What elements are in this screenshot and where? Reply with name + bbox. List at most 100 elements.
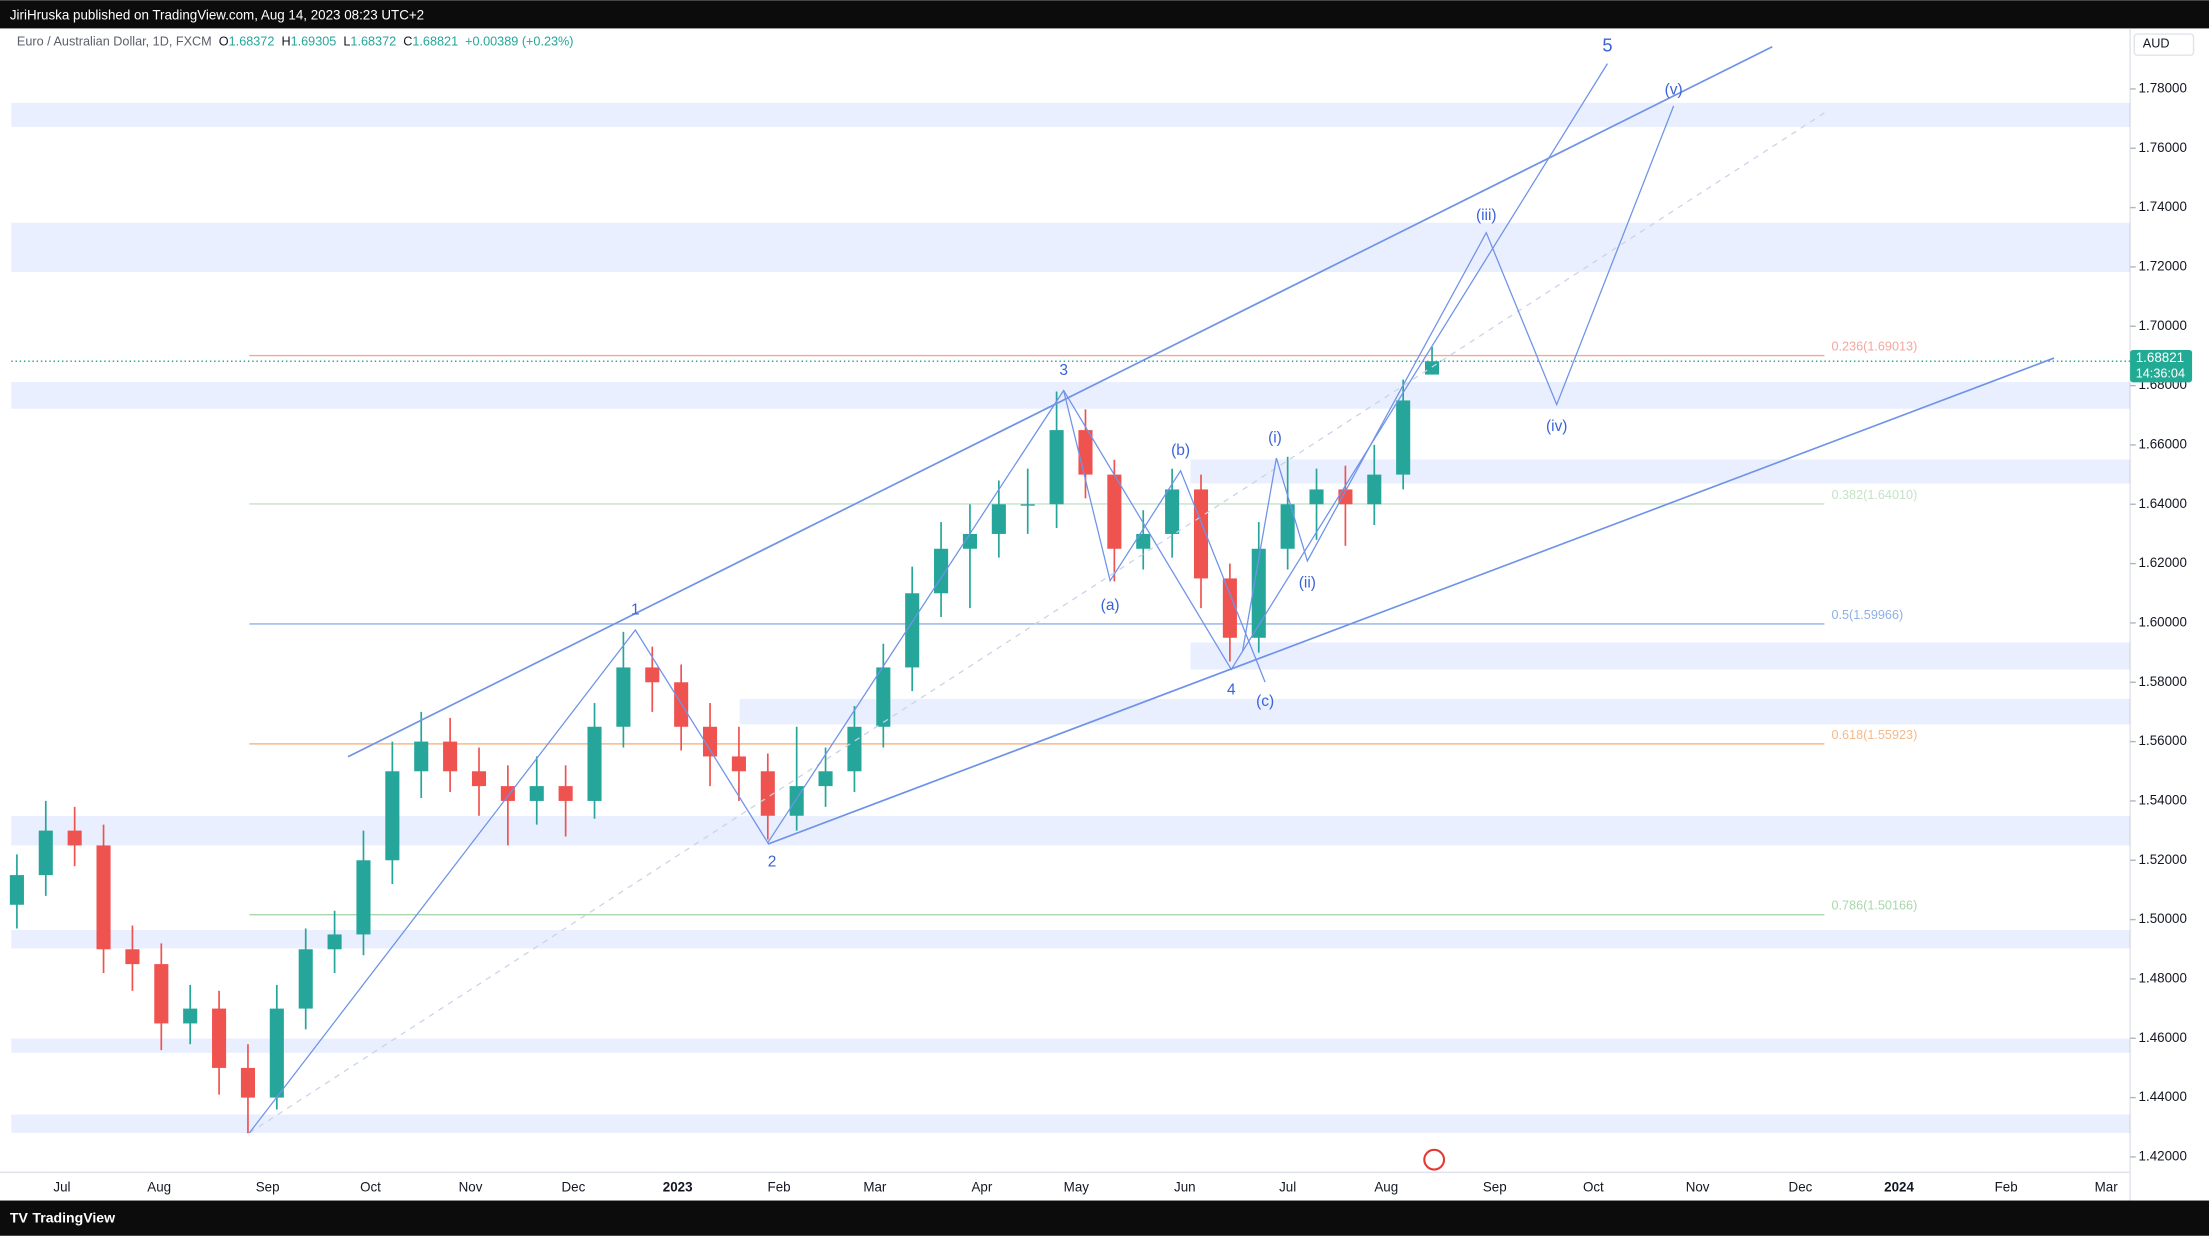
wave-label: 4 — [1227, 682, 1236, 699]
candle-body — [240, 1067, 255, 1098]
candle-body — [962, 533, 978, 549]
y-tick-label: 1.46000 — [2139, 1030, 2187, 1045]
candle-body — [298, 949, 313, 1009]
candle-body — [1367, 474, 1382, 505]
candle-body — [1107, 474, 1122, 549]
zone — [11, 1038, 2131, 1053]
candle-body — [1280, 504, 1295, 549]
plot: 1.42000 1.44000 1.46000 1.48000 1.50000 1.520… — [9, 80, 2187, 1163]
candle-body — [67, 830, 82, 846]
event-icon — [1423, 1148, 1446, 1171]
x-tick-label: Jul — [53, 1179, 70, 1194]
y-tick-label: 1.48000 — [2139, 970, 2187, 985]
y-tick-label: 1.78000 — [2139, 80, 2187, 95]
zone — [11, 1114, 2131, 1133]
candle-body — [1136, 533, 1151, 549]
wave-line — [248, 63, 1608, 1134]
x-tick-label: Jun — [1174, 1179, 1196, 1194]
y-tick-label: 1.60000 — [2139, 614, 2187, 629]
candle-body — [1396, 400, 1411, 475]
wave-label: (b) — [1171, 442, 1190, 459]
footer-brand: TradingView — [32, 1210, 115, 1226]
candle-body — [269, 1008, 284, 1098]
zone — [11, 816, 2131, 846]
fib-label: 0.5(1.59966) — [1831, 608, 1903, 622]
wave-line — [347, 45, 1773, 758]
y-tick-label: 1.62000 — [2139, 555, 2187, 570]
fib-label: 0.786(1.50166) — [1831, 899, 1917, 913]
x-tick-label: Oct — [360, 1179, 381, 1194]
wave-line — [767, 357, 2055, 845]
candle-body — [1251, 548, 1266, 638]
candle-body — [1020, 504, 1035, 506]
x-tick-label: Nov — [1686, 1179, 1710, 1194]
zone — [11, 222, 2131, 272]
y-tick-label: 1.42000 — [2139, 1148, 2187, 1163]
x-tick-label: Sep — [256, 1179, 280, 1194]
y-tick-label: 1.58000 — [2139, 674, 2187, 689]
last-price-badge — [2130, 349, 2193, 383]
logo: TV — [10, 1210, 29, 1226]
candle-body — [529, 786, 544, 801]
ohlc-key: C — [403, 35, 412, 49]
wave-label: (v) — [1665, 81, 1683, 98]
candle-body — [414, 741, 429, 772]
zone — [1190, 642, 2131, 670]
candle-body — [327, 934, 342, 950]
top-bar — [0, 0, 2209, 29]
y-tick-label: 1.64000 — [2139, 496, 2187, 511]
currency: AUD — [2143, 36, 2170, 50]
ohlc-key: O — [219, 35, 229, 49]
last-price-label: 1.68821 — [2136, 350, 2184, 365]
candle-body — [1425, 361, 1440, 375]
candle-body — [212, 1008, 227, 1068]
candle-body — [760, 771, 775, 816]
ohlc-value: 1.68372 — [229, 35, 275, 49]
ohlc-value: 1.68372 — [350, 35, 396, 49]
ohlc-value: 1.69305 — [291, 35, 337, 49]
x-tick-label: Dec — [1789, 1179, 1813, 1194]
candle-body — [1222, 578, 1237, 638]
x-tick-label: Feb — [768, 1179, 791, 1194]
wave-label: (iii) — [1476, 207, 1497, 224]
x-tick-label: Aug — [1374, 1179, 1398, 1194]
candle-body — [154, 964, 169, 1024]
candle-body — [356, 860, 371, 935]
zone — [11, 102, 2131, 127]
symbol-legend: Euro / Australian Dollar, 1D, FXCM O1.683… — [17, 35, 574, 49]
y-tick-label: 1.44000 — [2139, 1089, 2187, 1104]
candle-body — [587, 726, 602, 801]
candle-body — [385, 771, 400, 861]
candle-body — [731, 756, 746, 772]
candle-body — [1309, 489, 1324, 505]
candle-body — [558, 786, 573, 801]
zone — [1190, 459, 2131, 484]
x-tick-label: Jul — [1279, 1179, 1296, 1194]
candle-body — [905, 593, 920, 668]
zone — [11, 929, 2131, 949]
drawings: 1 2 3 4 5 (a) (b) (c) (i) (ii) (iii) (iv) (v) — [248, 35, 2055, 1134]
wave-label: (c) — [1256, 693, 1274, 710]
x-tick-label: Mar — [863, 1179, 887, 1194]
y-tick-label: 1.66000 — [2139, 436, 2187, 451]
x-tick-label: 2023 — [663, 1179, 693, 1194]
x-tick-label: 2024 — [1884, 1179, 1914, 1194]
ohlc-value: 1.68821 — [412, 35, 458, 49]
x-tick-label: Apr — [972, 1179, 993, 1194]
candle-body — [616, 667, 631, 727]
candle-body — [1078, 430, 1093, 475]
y-tick-label: 1.70000 — [2139, 318, 2187, 333]
candle-body — [9, 875, 24, 905]
x-tick-label: Feb — [1995, 1179, 2018, 1194]
candle-body — [183, 1008, 198, 1024]
zone — [739, 698, 2131, 725]
candle-body — [1338, 489, 1353, 505]
x-tick-label: Nov — [459, 1179, 483, 1194]
x-tick-label: Sep — [1483, 1179, 1507, 1194]
candle-body — [645, 667, 660, 683]
publisher: JiriHruska published on TradingView.com,… — [10, 7, 424, 22]
candle-body — [96, 845, 111, 950]
candle-body — [1165, 489, 1180, 534]
